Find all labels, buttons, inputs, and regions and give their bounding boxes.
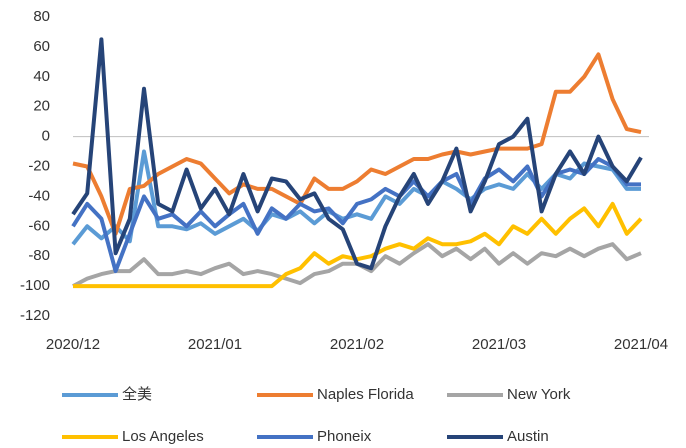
y-tick-label: 60 (33, 38, 50, 55)
y-tick-label: -80 (28, 247, 50, 264)
line-series (71, 37, 643, 271)
y-tick-label: -20 (28, 157, 50, 174)
y-tick-label: -60 (28, 217, 50, 234)
legend-label: Los Angeles (122, 428, 204, 445)
x-tick-label: 2021/02 (330, 336, 384, 353)
y-tick-label: 40 (33, 68, 50, 85)
x-tick-label: 2020/12 (46, 336, 100, 353)
line-series (71, 157, 641, 274)
legend-label: New York (507, 386, 571, 403)
y-tick-label: 0 (42, 128, 50, 145)
legend-label: Austin (507, 428, 549, 445)
legend-label: Naples Florida (317, 386, 414, 403)
line-series (72, 52, 642, 236)
y-tick-label: -120 (20, 307, 50, 324)
x-tick-label: 2021/03 (472, 336, 526, 353)
legend-label: 全美 (122, 385, 152, 403)
x-tick-label: 2021/01 (188, 336, 242, 353)
x-tick-label: 2021/04 (614, 336, 668, 353)
y-tick-label: -40 (28, 187, 50, 204)
y-tick-label: 20 (33, 98, 50, 115)
y-tick-label: 80 (33, 8, 50, 25)
line-series (71, 149, 641, 246)
y-tick-label: -100 (20, 277, 50, 294)
legend-label: Phoneix (317, 428, 372, 445)
